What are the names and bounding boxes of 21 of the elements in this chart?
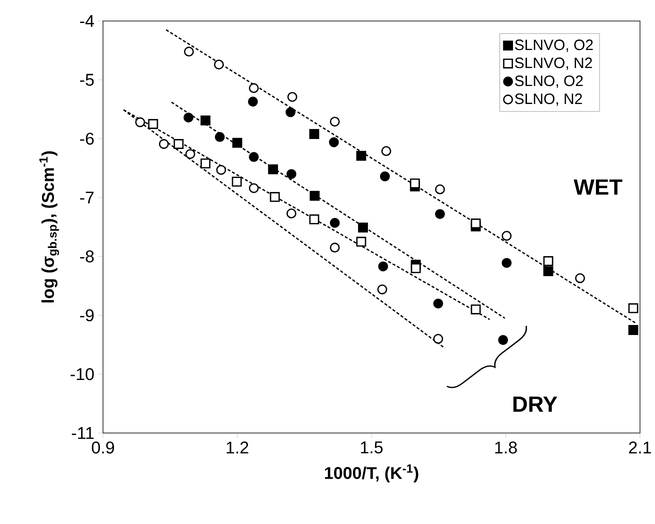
x-tick-label: 1.5 <box>360 442 383 454</box>
y-tick-label: -11 <box>72 427 94 439</box>
annotation: WET <box>574 179 622 195</box>
y-tick-label: -9 <box>80 309 94 322</box>
x-axis-title: 1000/T, (K$^{-1}$) <box>324 464 418 482</box>
legend-label: SLNVO, O2 <box>515 40 593 52</box>
y-tick-label: -5 <box>80 74 94 86</box>
y-tick-label: -8 <box>80 250 94 262</box>
x-tick-label: 2.1 <box>629 442 651 454</box>
y-axis-title: log (σ$_{gb.sp}$), (Scm$^{-1}$) <box>39 151 60 302</box>
x-tick-label: 0.9 <box>92 442 114 454</box>
legend-label: SLNVO, N2 <box>515 58 592 70</box>
legend-label: SLNO, O2 <box>515 76 583 88</box>
y-tick-label: -7 <box>80 192 94 204</box>
annotation: DRY <box>513 396 558 412</box>
x-tick-label: 1.2 <box>226 442 248 454</box>
legend-label: SLNO, N2 <box>515 93 582 106</box>
x-tick-label: 1.8 <box>495 442 517 454</box>
y-tick-label: -4 <box>80 15 94 27</box>
y-tick-label: -10 <box>70 368 94 380</box>
y-tick-label: -6 <box>80 132 94 145</box>
